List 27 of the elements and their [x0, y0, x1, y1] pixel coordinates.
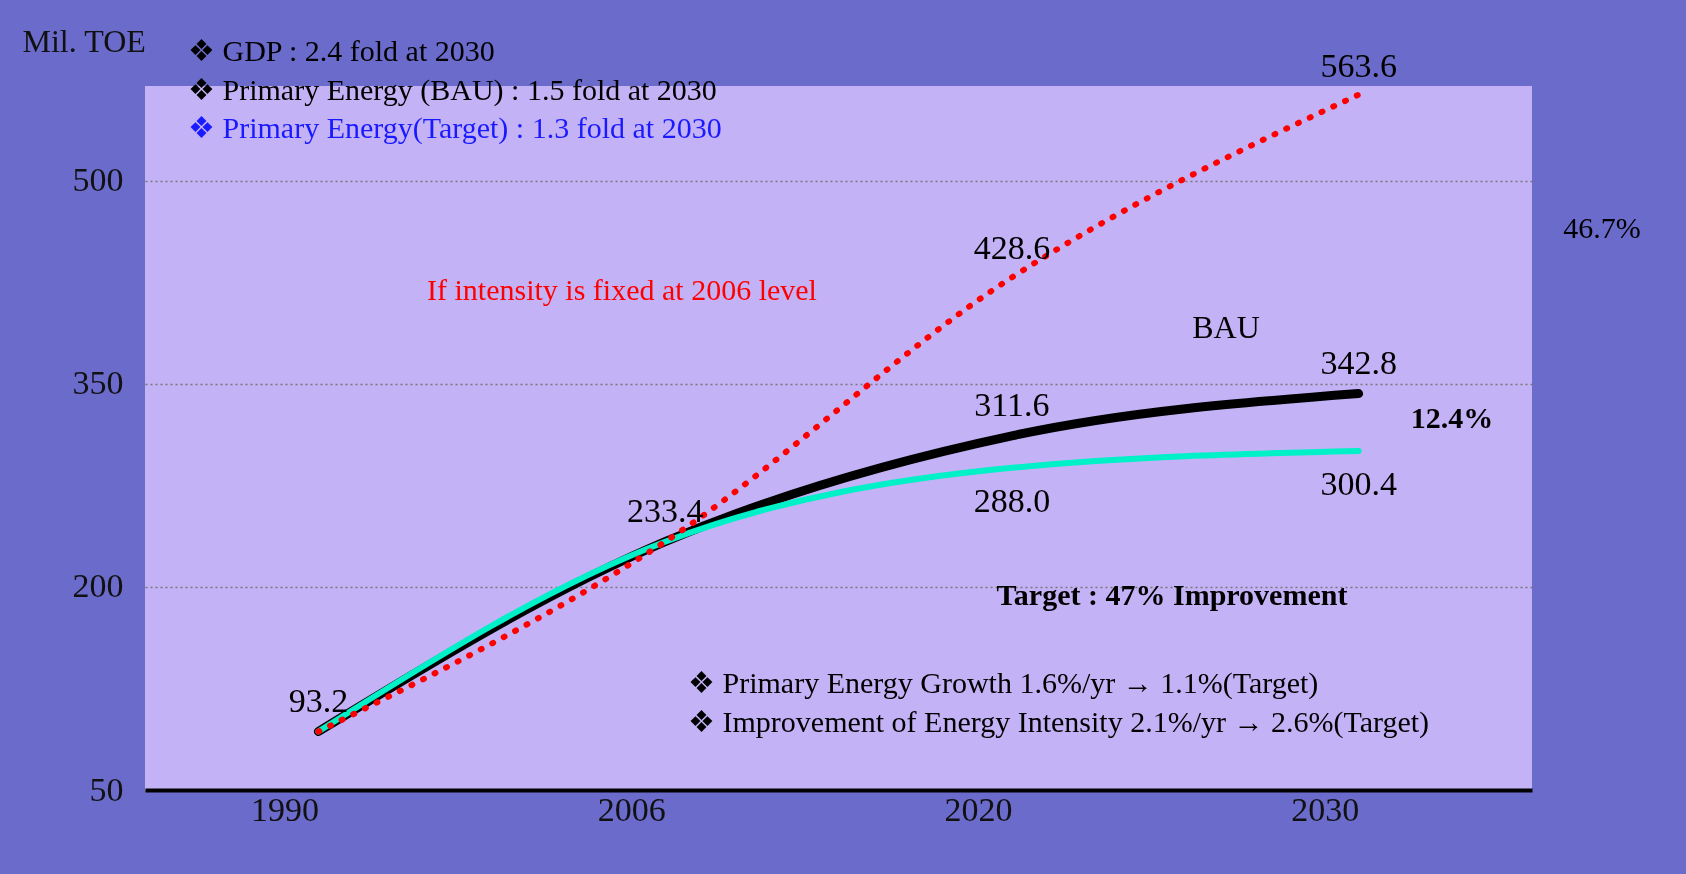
y-tick-label: 350	[72, 364, 124, 402]
y-tick-label: 50	[89, 770, 124, 808]
data-label: 233.4	[626, 491, 704, 529]
y-axis-title: Mil. TOE	[22, 22, 146, 59]
annotation: ❖ Primary Energy Growth 1.6%/yr → 1.1%(Target)	[688, 666, 1319, 700]
data-label: 342.8	[1320, 343, 1397, 381]
series-label: BAU	[1192, 309, 1260, 345]
text: ❖ GDP : 2.4 fold at 2030	[188, 34, 495, 67]
y-tick-label: 200	[72, 567, 124, 605]
data-label: 93.2	[288, 681, 349, 719]
x-tick-label: 1990	[250, 790, 319, 828]
data-label: 311.6	[974, 385, 1050, 423]
annotation: ❖ Primary Energy (BAU) : 1.5 fold at 2030	[188, 73, 717, 107]
annotation: ❖ Improvement of Energy Intensity 2.1%/yr → 2.6%(Target)	[688, 705, 1430, 739]
text: 46.7%	[1563, 211, 1641, 244]
annotation: ❖ Primary Energy(Target) : 1.3 fold at 2030	[188, 111, 722, 145]
x-tick-label: 2030	[1291, 790, 1360, 828]
data-label: 563.6	[1320, 46, 1397, 84]
data-label: 300.4	[1320, 465, 1397, 502]
y-tick-label: 500	[72, 161, 124, 199]
annotation: 12.4%	[1410, 401, 1494, 434]
x-tick-label: 2006	[597, 790, 666, 828]
data-label: 288.0	[973, 481, 1051, 519]
data-label: 428.6	[973, 229, 1051, 267]
annotation: Target : 47% Improvement	[996, 578, 1348, 611]
annotation: If intensity is fixed at 2006 level	[427, 273, 817, 306]
x-tick-label: 2020	[944, 790, 1013, 828]
